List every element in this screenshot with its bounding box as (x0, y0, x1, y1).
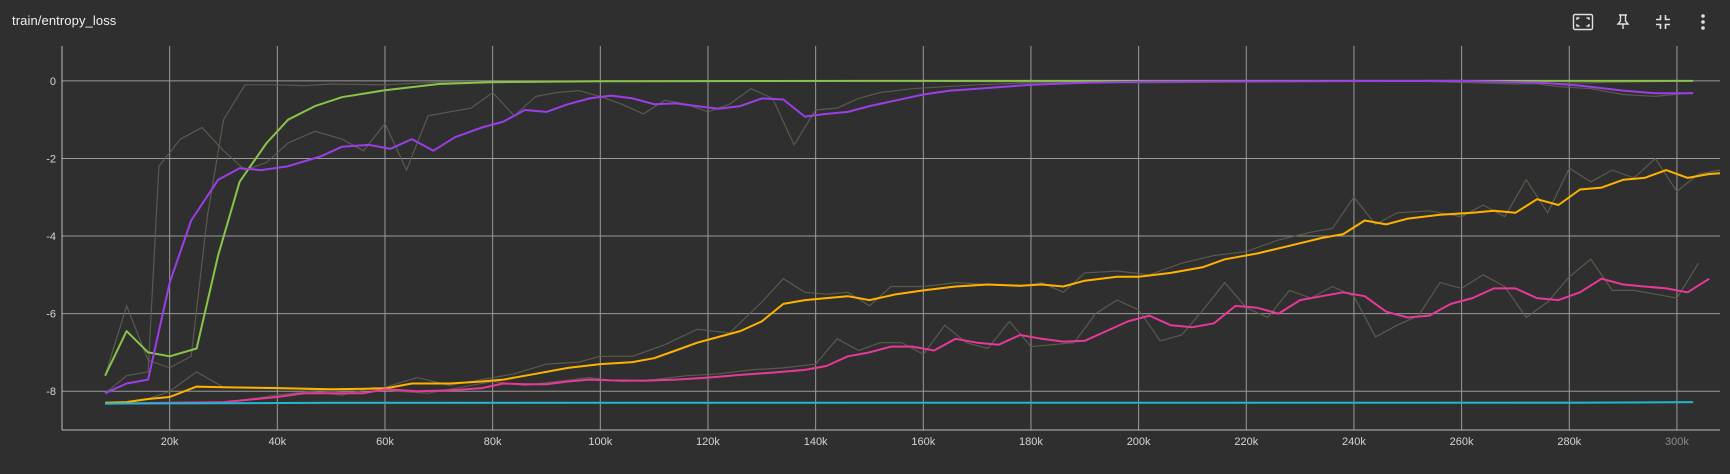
pin-button[interactable] (1610, 10, 1636, 34)
more-vert-icon (1701, 14, 1705, 30)
y-tick-label: -6 (46, 309, 56, 321)
tick-labels: 20k 40k 60k 80k 100k 120k 140k 160k 180k 200k 220k… (46, 76, 1689, 448)
raw-series-line-1 (104, 80, 1694, 376)
raw-series-line-2 (104, 80, 1694, 394)
series-line-1[interactable] (104, 79, 1694, 377)
x-tick-label: 160k (911, 436, 935, 448)
fit-domain-icon (1572, 13, 1594, 31)
x-tick-label: 240k (1342, 436, 1366, 448)
pin-icon (1616, 14, 1630, 29)
x-tick-label: 80k (484, 436, 502, 448)
grid (62, 46, 1720, 430)
raw-series-lines (104, 80, 1721, 405)
collapse-button[interactable] (1650, 10, 1676, 34)
x-tick-label: 20k (161, 436, 179, 448)
y-tick-label: -8 (46, 386, 56, 398)
x-tick-label: 200k (1127, 436, 1151, 448)
raw-series-line-4 (105, 258, 1700, 405)
x-tick-label: 300k (1665, 436, 1689, 448)
axes (61, 46, 1720, 431)
x-tick-label: 220k (1234, 436, 1258, 448)
raw-series-line-3 (105, 157, 1721, 404)
more-options-button[interactable] (1690, 10, 1716, 34)
series-line-4[interactable] (105, 277, 1710, 405)
series-line-3[interactable] (105, 169, 1721, 404)
collapse-icon (1656, 15, 1670, 29)
chart-title: train/entropy_loss (12, 13, 117, 28)
y-tick-label: 0 (50, 76, 56, 88)
x-tick-label: 280k (1557, 436, 1581, 448)
y-tick-label: -2 (46, 153, 56, 165)
smoothed-series-lines (104, 79, 1721, 405)
x-tick-label: 100k (588, 436, 612, 448)
x-tick-label: 180k (1019, 436, 1043, 448)
x-tick-label: 120k (696, 436, 720, 448)
series-line-2[interactable] (104, 79, 1694, 395)
x-tick-label: 140k (804, 436, 828, 448)
chart-toolbar (1570, 10, 1716, 34)
x-tick-label: 40k (268, 436, 286, 448)
series-line-5[interactable] (105, 401, 1694, 405)
x-tick-label: 260k (1450, 436, 1474, 448)
y-tick-label: -4 (46, 231, 56, 243)
fit-domain-button[interactable] (1570, 10, 1596, 34)
x-tick-label: 60k (376, 436, 394, 448)
